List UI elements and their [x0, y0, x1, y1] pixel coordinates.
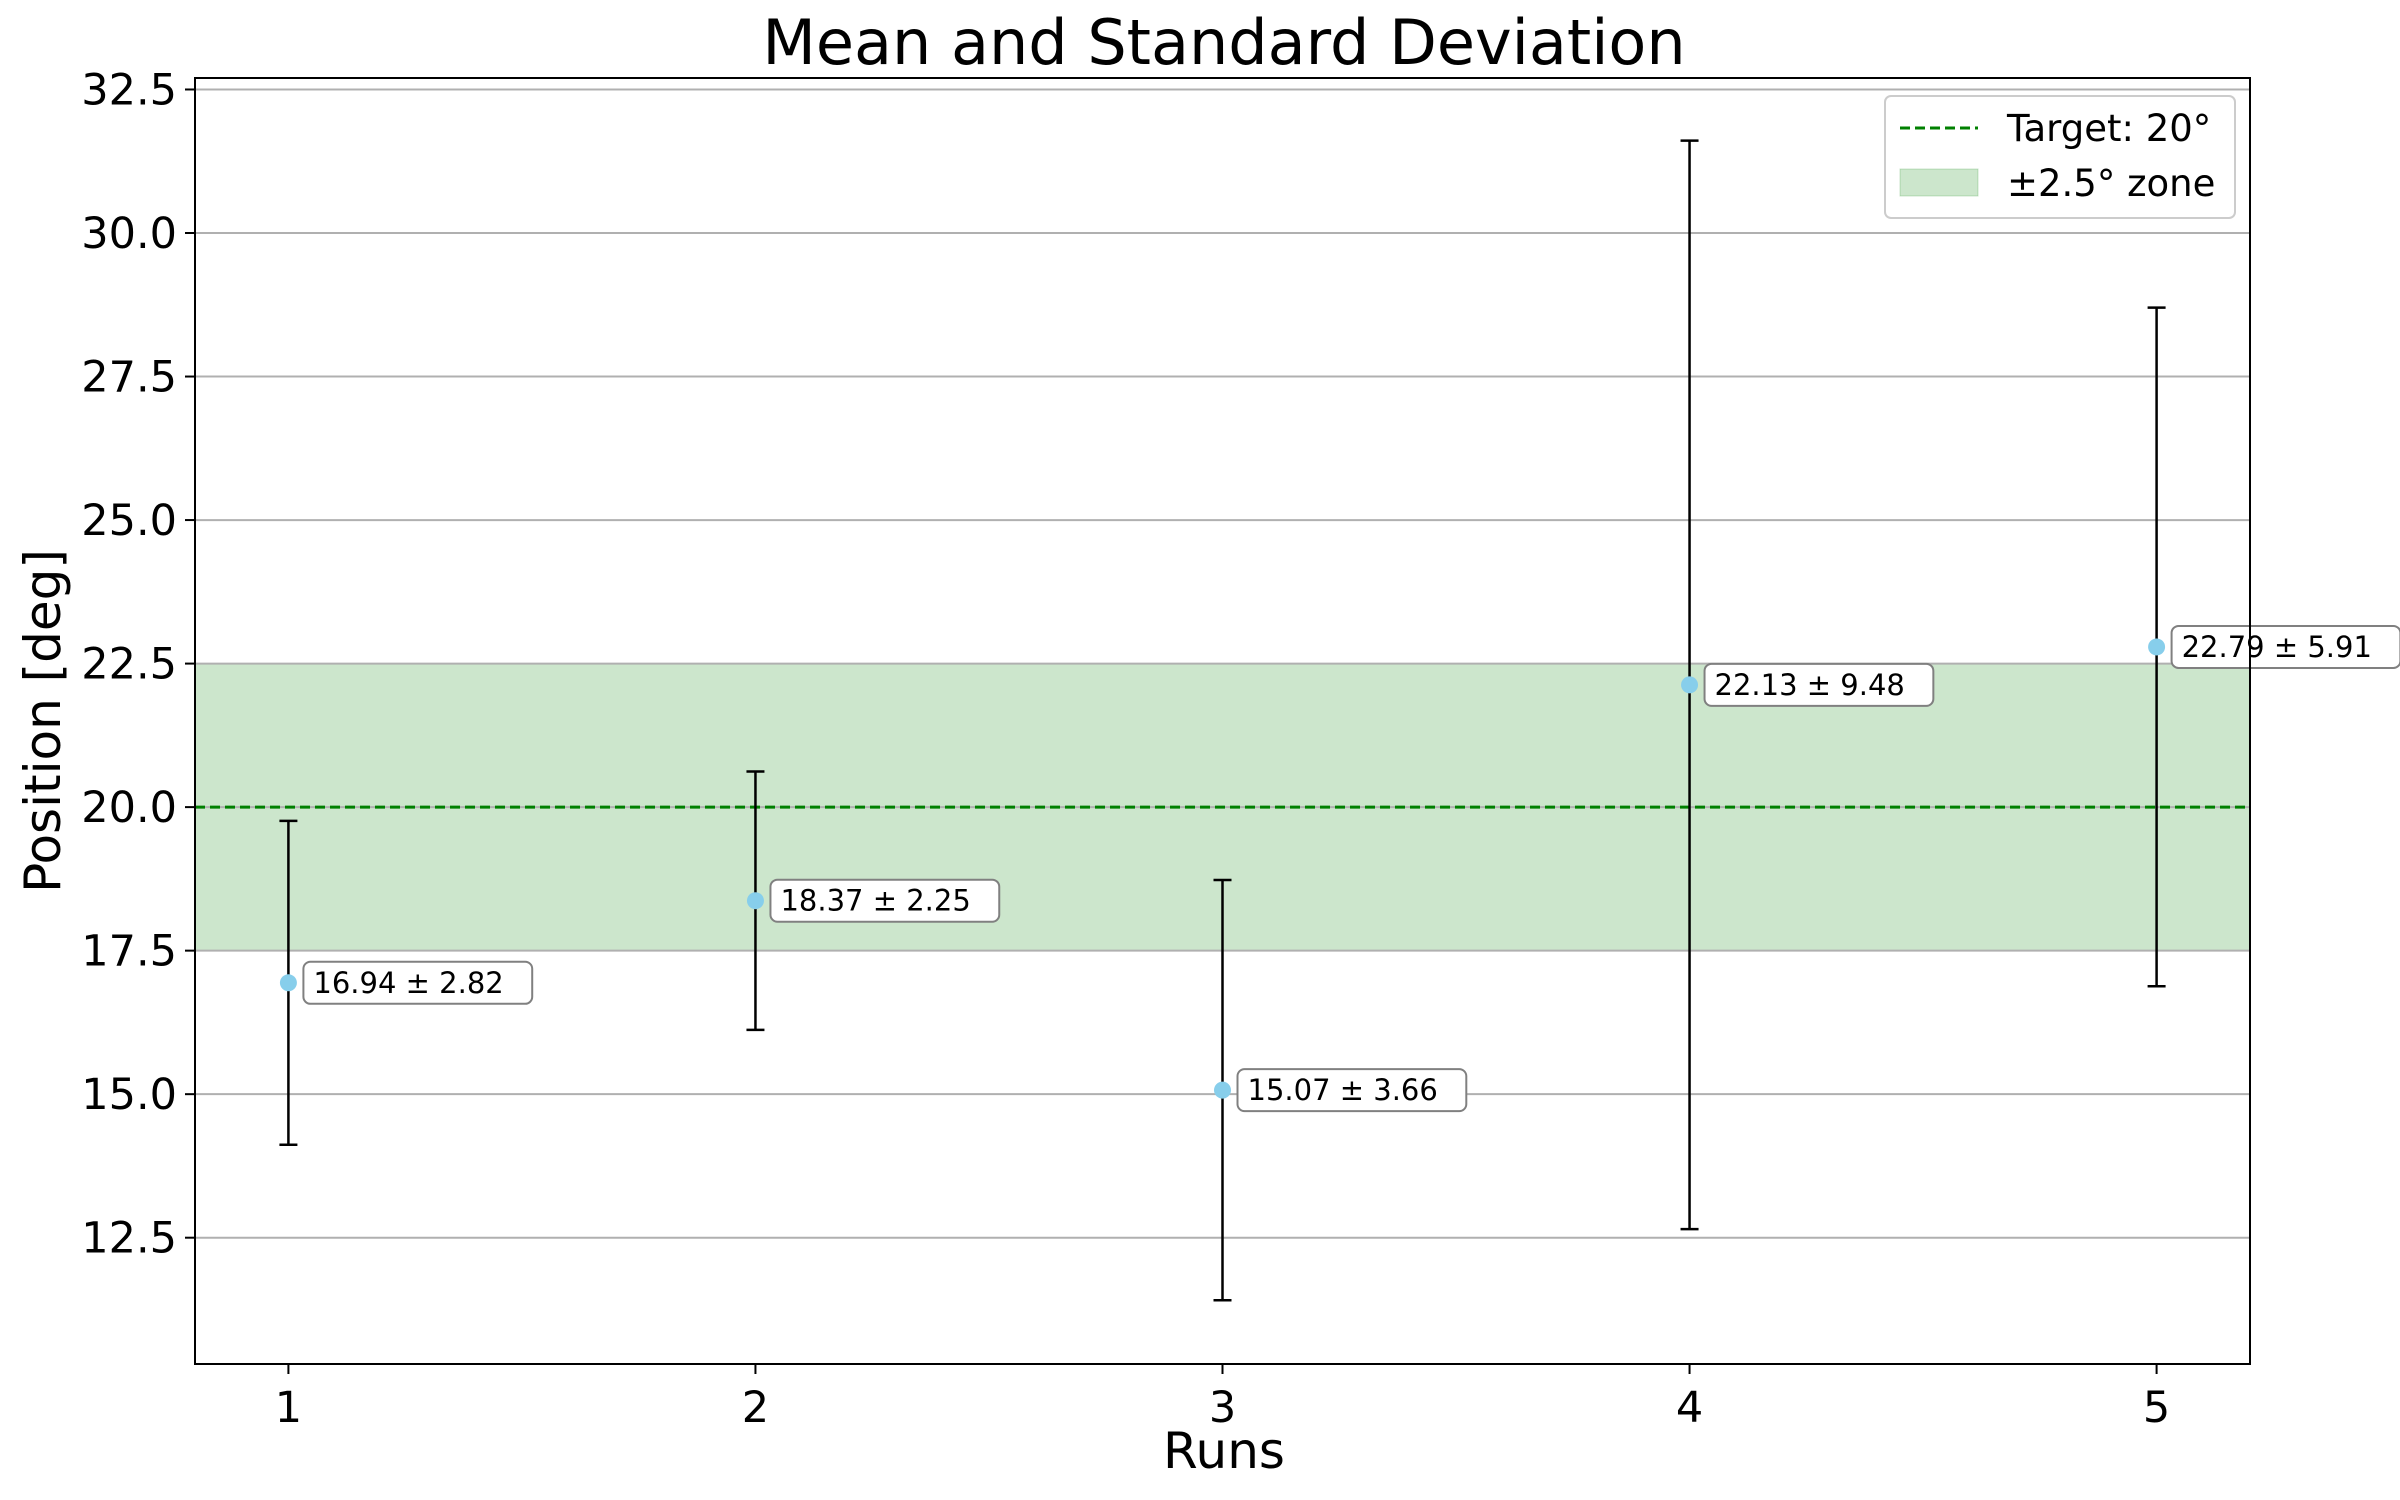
annotation-box	[302, 960, 534, 1005]
annotation-label: 16.94 ± 2.82	[313, 966, 503, 1000]
annotation-label: 15.07 ± 3.66	[1248, 1073, 1438, 1107]
mean-point	[279, 974, 297, 992]
y-axis-label: Position [deg]	[14, 549, 72, 893]
legend-zone-swatch	[1899, 168, 1979, 197]
x-tick-label: 4	[1676, 1383, 1703, 1433]
x-tick-label: 1	[275, 1383, 302, 1433]
annotation-box	[1703, 662, 1935, 707]
mean-point	[2148, 638, 2166, 656]
y-tick-label: 22.5	[81, 640, 177, 690]
y-tick-label: 20.0	[81, 783, 177, 833]
annotation-label: 22.13 ± 9.48	[1715, 668, 1905, 702]
y-tick-label: 25.0	[81, 496, 177, 546]
x-tick-label: 2	[742, 1383, 769, 1433]
x-tick-label: 3	[1209, 1383, 1236, 1433]
legend-target-label: Target: 20°	[2006, 107, 2211, 150]
legend: Target: 20° ±2.5° zone	[1884, 95, 2236, 219]
legend-zone-label: ±2.5° zone	[2007, 162, 2215, 205]
y-tick-label: 32.5	[81, 65, 177, 115]
x-tick-label: 5	[2143, 1383, 2170, 1433]
annotation-label: 18.37 ± 2.25	[780, 884, 970, 918]
x-axis-label: Runs	[1163, 1422, 1285, 1480]
annotation-box	[769, 878, 1001, 923]
annotation-label: 22.79 ± 5.91	[2182, 630, 2372, 664]
y-tick-label: 12.5	[81, 1214, 177, 1264]
y-tick-label: 15.0	[81, 1070, 177, 1120]
legend-frame	[1884, 95, 2236, 219]
mean-point	[746, 892, 764, 910]
annotation-box	[1236, 1068, 1468, 1113]
y-tick-label: 27.5	[81, 353, 177, 403]
annotation-box	[2170, 624, 2400, 669]
chart-title: Mean and Standard Deviation	[762, 6, 1685, 79]
mean-point	[1681, 676, 1699, 694]
y-tick-label: 17.5	[81, 927, 177, 977]
y-tick-label: 30.0	[81, 209, 177, 259]
mean-point	[1214, 1081, 1231, 1099]
